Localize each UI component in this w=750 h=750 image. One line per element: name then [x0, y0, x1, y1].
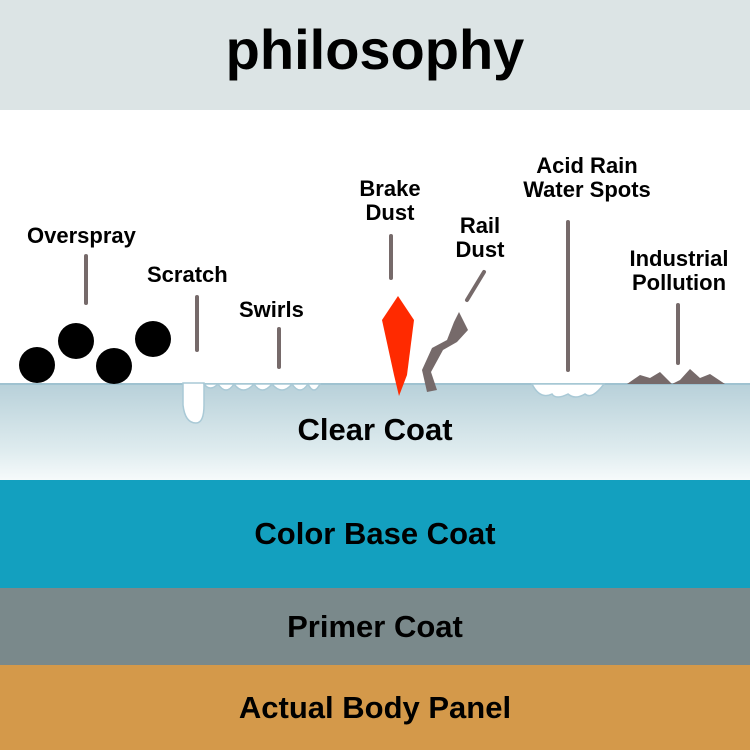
- rail-dust-label: Rail Dust: [445, 214, 515, 262]
- color-base-coat-label: Color Base Coat: [254, 516, 496, 551]
- color-base-coat-layer: Color Base Coat: [0, 480, 750, 588]
- industrial-pollution-label-line1: Industrial: [629, 246, 729, 271]
- rail-dust-pointer: [465, 270, 486, 302]
- scratch-label: Scratch: [147, 262, 228, 287]
- rail-dust-particle: [422, 312, 468, 392]
- primer-coat-layer: Primer Coat: [0, 588, 750, 665]
- body-panel-label: Actual Body Panel: [238, 689, 512, 725]
- industrial-pollution-label: Industrial Pollution: [610, 247, 748, 295]
- industrial-pollution-label-line2: Pollution: [631, 270, 727, 295]
- overspray-particle: [58, 323, 94, 359]
- rail-dust-label-line1: Rail: [459, 213, 501, 238]
- brake-dust-label-line2: Dust: [365, 200, 415, 225]
- overspray-particle: [19, 347, 55, 383]
- overspray-particles: [19, 321, 171, 384]
- water-spot-etching: [530, 383, 606, 398]
- page-title: philosophy: [225, 17, 525, 81]
- industrial-pollution-deposit: [627, 369, 725, 384]
- clear-coat-layer: Clear Coat: [0, 383, 750, 480]
- title-banner: philosophy: [0, 0, 750, 110]
- scratch-groove: [182, 382, 205, 424]
- acid-rain-label-line2: Water Spots: [523, 177, 651, 202]
- swirl-marks: [202, 382, 322, 391]
- brake-dust-label-line1: Brake: [359, 176, 421, 201]
- overspray-particle: [135, 321, 171, 357]
- primer-coat-label: Primer Coat: [287, 608, 463, 644]
- clear-coat-label: Clear Coat: [297, 411, 453, 447]
- overspray-particle: [96, 348, 132, 384]
- brake-dust-particle: [382, 296, 414, 396]
- acid-rain-label-line1: Acid Rain: [536, 153, 638, 178]
- rail-dust-label-line2: Dust: [455, 237, 505, 262]
- brake-dust-label: Brake Dust: [345, 177, 435, 225]
- swirls-label: Swirls: [239, 297, 304, 322]
- overspray-label: Overspray: [27, 223, 136, 248]
- body-panel-layer: Actual Body Panel: [0, 665, 750, 750]
- acid-rain-label: Acid Rain Water Spots: [497, 154, 677, 202]
